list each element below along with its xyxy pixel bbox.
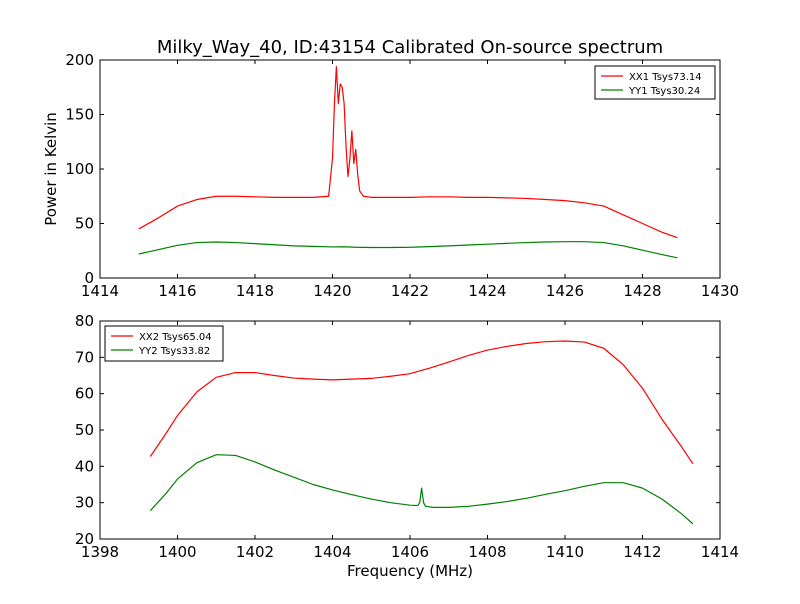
chart-2-x-tick-label: 1398 <box>81 543 119 561</box>
chart-2-series-line-yy <box>149 454 694 525</box>
chart-1-y-tick-label: 200 <box>65 51 94 69</box>
chart-2-x-tick-label: 1412 <box>623 543 661 561</box>
chart-1-x-tick-label: 1430 <box>701 282 739 300</box>
chart-1-y-tick-label: 50 <box>75 215 94 233</box>
chart-1-x-tick-label: 1418 <box>236 282 274 300</box>
chart-2-y-tick-label: 60 <box>75 385 94 403</box>
chart-1-y-tick-label: 0 <box>84 269 94 287</box>
chart-2-x-tick-label: 1406 <box>391 543 429 561</box>
chart-2-y-tick-label: 50 <box>75 421 94 439</box>
chart-1-x-tick-label: 1426 <box>546 282 584 300</box>
chart-2-y-tick-label: 30 <box>75 494 94 512</box>
chart-2-legend <box>104 325 224 362</box>
chart-2-x-tick-label: 1402 <box>236 543 274 561</box>
chart-2-x-tick-label: 1400 <box>158 543 196 561</box>
top-panel: 1414 1416 1418 1420 1422 1424 1426 1428 1430 0 50 1… <box>42 51 739 300</box>
chart-1-series-line-yy <box>138 241 678 259</box>
chart-2-y-tick-label: 40 <box>75 457 94 475</box>
chart-1-legend-entry: XX1 Tsys73.14 <box>629 72 702 83</box>
chart-2-y-tick-label: 70 <box>75 348 94 366</box>
chart-1-x-tick-label: 1416 <box>158 282 196 300</box>
chart-2-x-tick-label: 1414 <box>701 543 739 561</box>
chart-2-series-line-xx <box>149 340 694 465</box>
chart-2-legend-entry: YY2 Tsys33.82 <box>138 346 210 357</box>
bottom-panel: 1398 1400 1402 1404 1406 1408 1410 1412 1414 20 30… <box>75 312 739 580</box>
chart-1-y-axis-label: Power in Kelvin <box>42 112 60 226</box>
chart-1-x-tick-label: 1428 <box>623 282 661 300</box>
chart-2-x-axis-label: Frequency (MHz) <box>347 562 473 580</box>
chart-1-x-tick-label: 1424 <box>468 282 506 300</box>
chart-1-legend <box>594 65 716 100</box>
chart-1-legend-entry: YY1 Tsys30.24 <box>628 86 700 97</box>
chart-2-x-tick-label: 1410 <box>546 543 584 561</box>
chart-1-x-tick-label: 1414 <box>81 282 119 300</box>
chart-2-x-tick-label: 1404 <box>313 543 351 561</box>
chart-1-x-tick-label: 1422 <box>391 282 429 300</box>
chart-1-y-tick-label: 100 <box>65 160 94 178</box>
chart-2-x-tick-label: 1408 <box>468 543 506 561</box>
chart-1-y-tick-label: 150 <box>65 106 94 124</box>
chart-2-y-tick-label: 80 <box>75 312 94 330</box>
chart-1-series-line-xx <box>138 65 678 239</box>
chart-2-legend-entry: XX2 Tsys65.04 <box>139 332 212 343</box>
figure-title: Milky_Way_40, ID:43154 Calibrated On-sou… <box>157 37 663 58</box>
chart-1-x-tick-label: 1420 <box>313 282 351 300</box>
chart-2-y-tick-label: 20 <box>75 530 94 548</box>
